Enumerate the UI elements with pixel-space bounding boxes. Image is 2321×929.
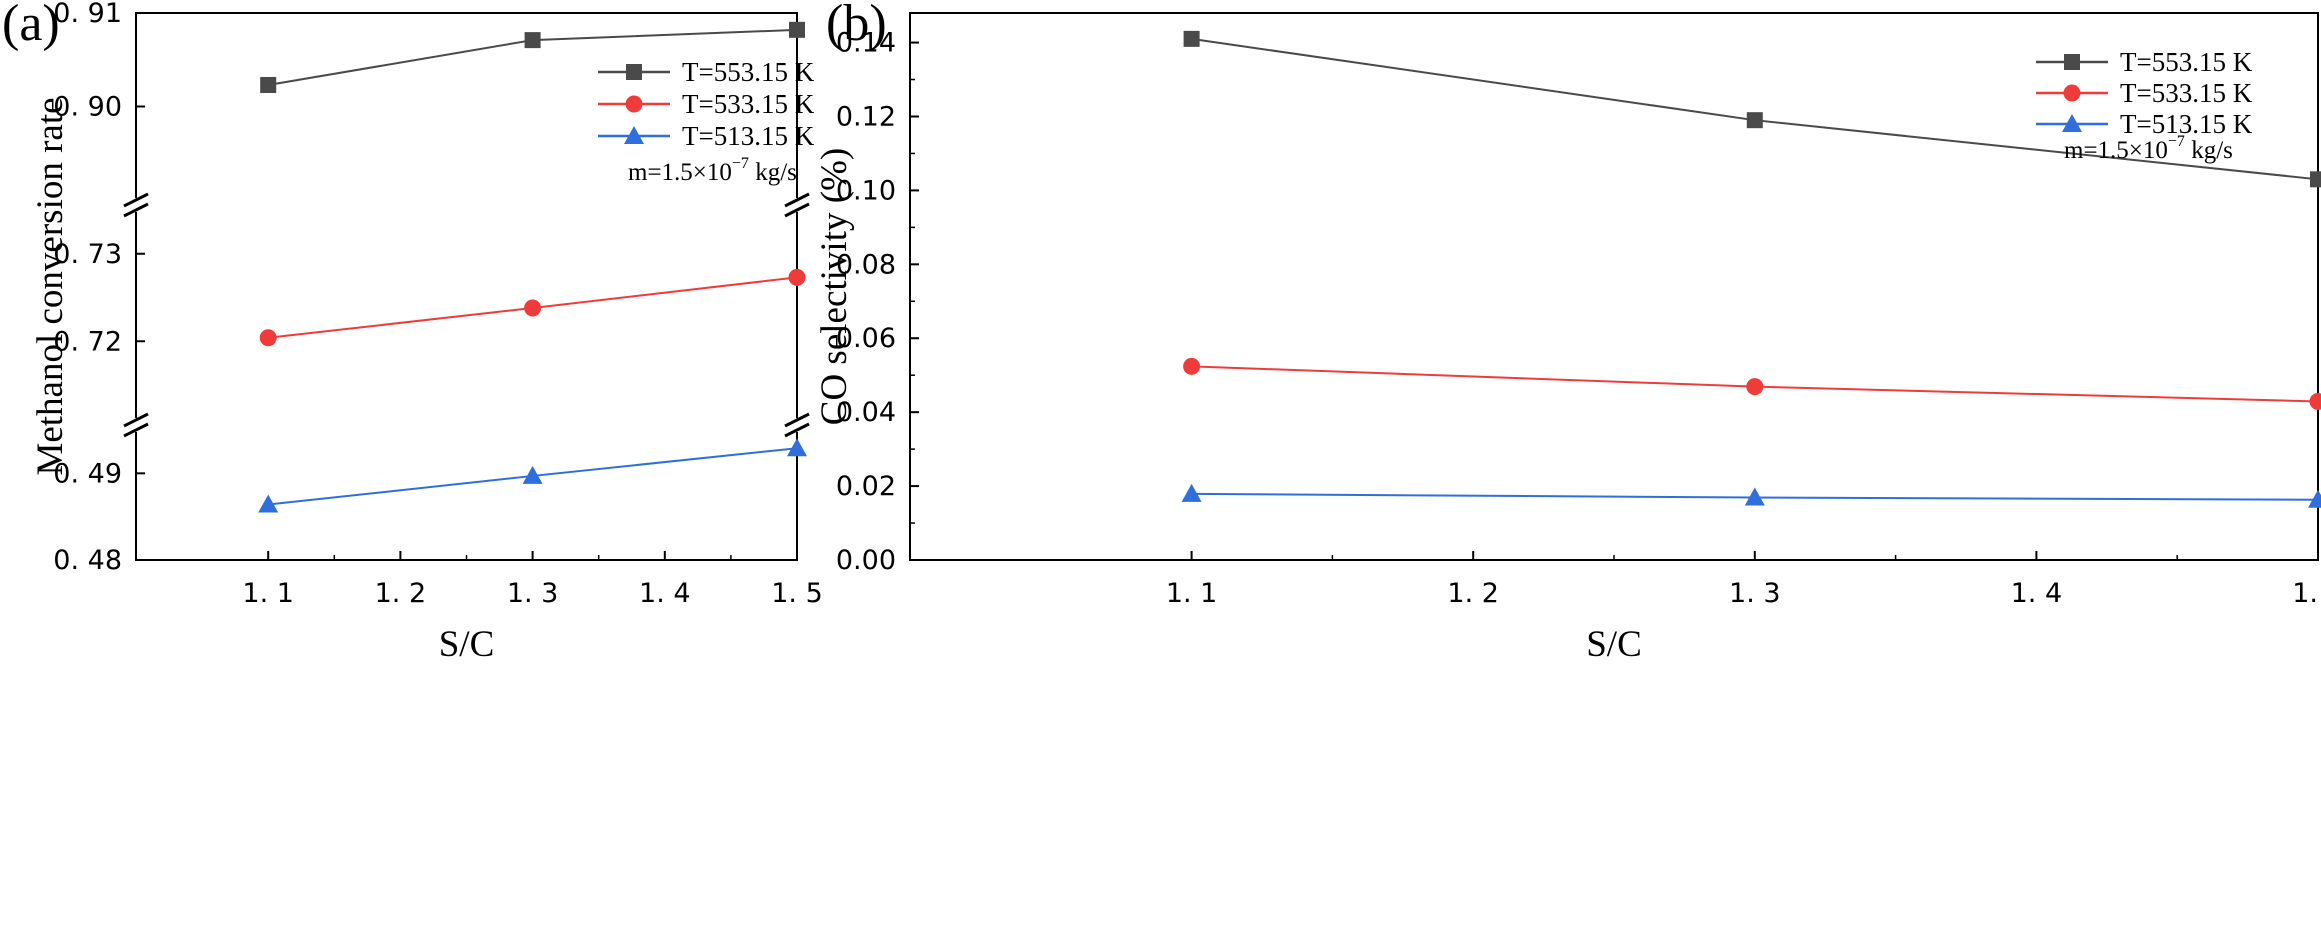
annotation-exponent: −7 <box>2168 133 2185 150</box>
legend-label: T=513.15 K <box>682 121 815 151</box>
x-axis-title: S/C <box>1586 624 1642 665</box>
y-tick-label: 0.12 <box>836 101 896 132</box>
x-tick-label: 1. 2 <box>375 578 427 609</box>
data-point <box>524 32 541 49</box>
annotation-exponent: −7 <box>732 155 749 172</box>
x-tick-label: 1. 5 <box>771 578 823 609</box>
y-tick-label: 0.04 <box>836 397 896 428</box>
axis-break-mark <box>123 422 149 438</box>
data-point <box>2308 489 2321 508</box>
y-tick-label: 0. 90 <box>53 92 122 123</box>
x-tick-label: 1. 5 <box>2292 578 2321 609</box>
legend-marker <box>626 64 642 80</box>
data-point <box>258 494 279 513</box>
mass-flow-annotation: m=1.5×10−7 kg/s <box>628 155 797 186</box>
y-tick-label: 0. 49 <box>53 458 122 489</box>
axis-break-mark <box>784 192 810 208</box>
legend-marker <box>2062 114 2082 132</box>
data-point <box>1181 483 1202 502</box>
axis-break-mark <box>123 412 149 428</box>
axis-break-gap <box>783 418 811 432</box>
x-tick-label: 1. 3 <box>1729 578 1781 609</box>
data-point <box>1746 112 1763 129</box>
y-axis-title: CO selectivity (%) <box>814 148 855 425</box>
legend-label: T=553.15 K <box>682 57 815 87</box>
legend-marker <box>2064 54 2080 70</box>
axis-break-mark <box>784 412 810 428</box>
y-tick-label: 0.10 <box>836 175 896 206</box>
data-point <box>2310 171 2321 188</box>
axis-break-gap <box>783 198 811 212</box>
y-tick-label: 0. 72 <box>53 326 122 357</box>
annotation-base: m=1.5×10 <box>628 159 732 186</box>
axis-break-gap <box>122 198 150 212</box>
axis-break-mark <box>784 422 810 438</box>
panel-label: (b) <box>826 0 887 52</box>
data-point <box>789 21 805 38</box>
axis-break-gap <box>122 418 150 432</box>
mass-flow-annotation: m=1.5×10−7 kg/s <box>2064 133 2233 164</box>
data-point <box>788 268 806 286</box>
x-axis-title: S/C <box>439 624 495 665</box>
data-point <box>259 329 277 347</box>
y-tick-label: 0. 91 <box>53 0 122 29</box>
data-point <box>1183 30 1200 47</box>
data-point <box>524 299 542 317</box>
y-tick-label: 0. 73 <box>53 239 122 270</box>
legend-marker <box>2063 84 2081 102</box>
y-tick-label: 0.14 <box>836 28 896 59</box>
panel-label: (a) <box>2 0 60 52</box>
data-point <box>1183 357 1201 375</box>
y-tick-label: 0. 48 <box>53 545 122 576</box>
legend-label: T=513.15 K <box>2120 109 2253 139</box>
annotation-unit: kg/s <box>2185 137 2233 164</box>
data-point <box>787 438 807 457</box>
axis-break-mark <box>784 202 810 218</box>
data-point <box>1744 487 1765 506</box>
y-tick-label: 0.08 <box>836 249 896 280</box>
x-tick-label: 1. 4 <box>639 578 691 609</box>
data-point <box>2309 392 2321 410</box>
axis-break-mark <box>123 192 149 208</box>
x-tick-label: 1. 1 <box>1166 578 1218 609</box>
x-tick-label: 1. 3 <box>507 578 559 609</box>
x-tick-label: 1. 2 <box>1447 578 1499 609</box>
y-tick-label: 0.00 <box>836 545 896 576</box>
annotation-unit: kg/s <box>749 159 797 186</box>
legend-marker <box>625 95 643 113</box>
x-tick-label: 1. 1 <box>242 578 294 609</box>
legend-label: T=533.15 K <box>682 89 815 119</box>
y-tick-label: 0.02 <box>836 471 896 502</box>
x-tick-label: 1. 4 <box>2011 578 2063 609</box>
data-point <box>1746 378 1764 396</box>
y-tick-label: 0.06 <box>836 323 896 354</box>
axis-break-mark <box>123 202 149 218</box>
data-point <box>260 76 277 93</box>
legend-label: T=533.15 K <box>2120 78 2253 108</box>
legend-label: T=553.15 K <box>2120 47 2253 77</box>
data-point <box>522 465 543 484</box>
plot-frame <box>909 12 2319 561</box>
annotation-base: m=1.5×10 <box>2064 137 2168 164</box>
legend-marker <box>624 126 644 144</box>
y-axis-title: Methanol conversion rate <box>30 97 71 475</box>
